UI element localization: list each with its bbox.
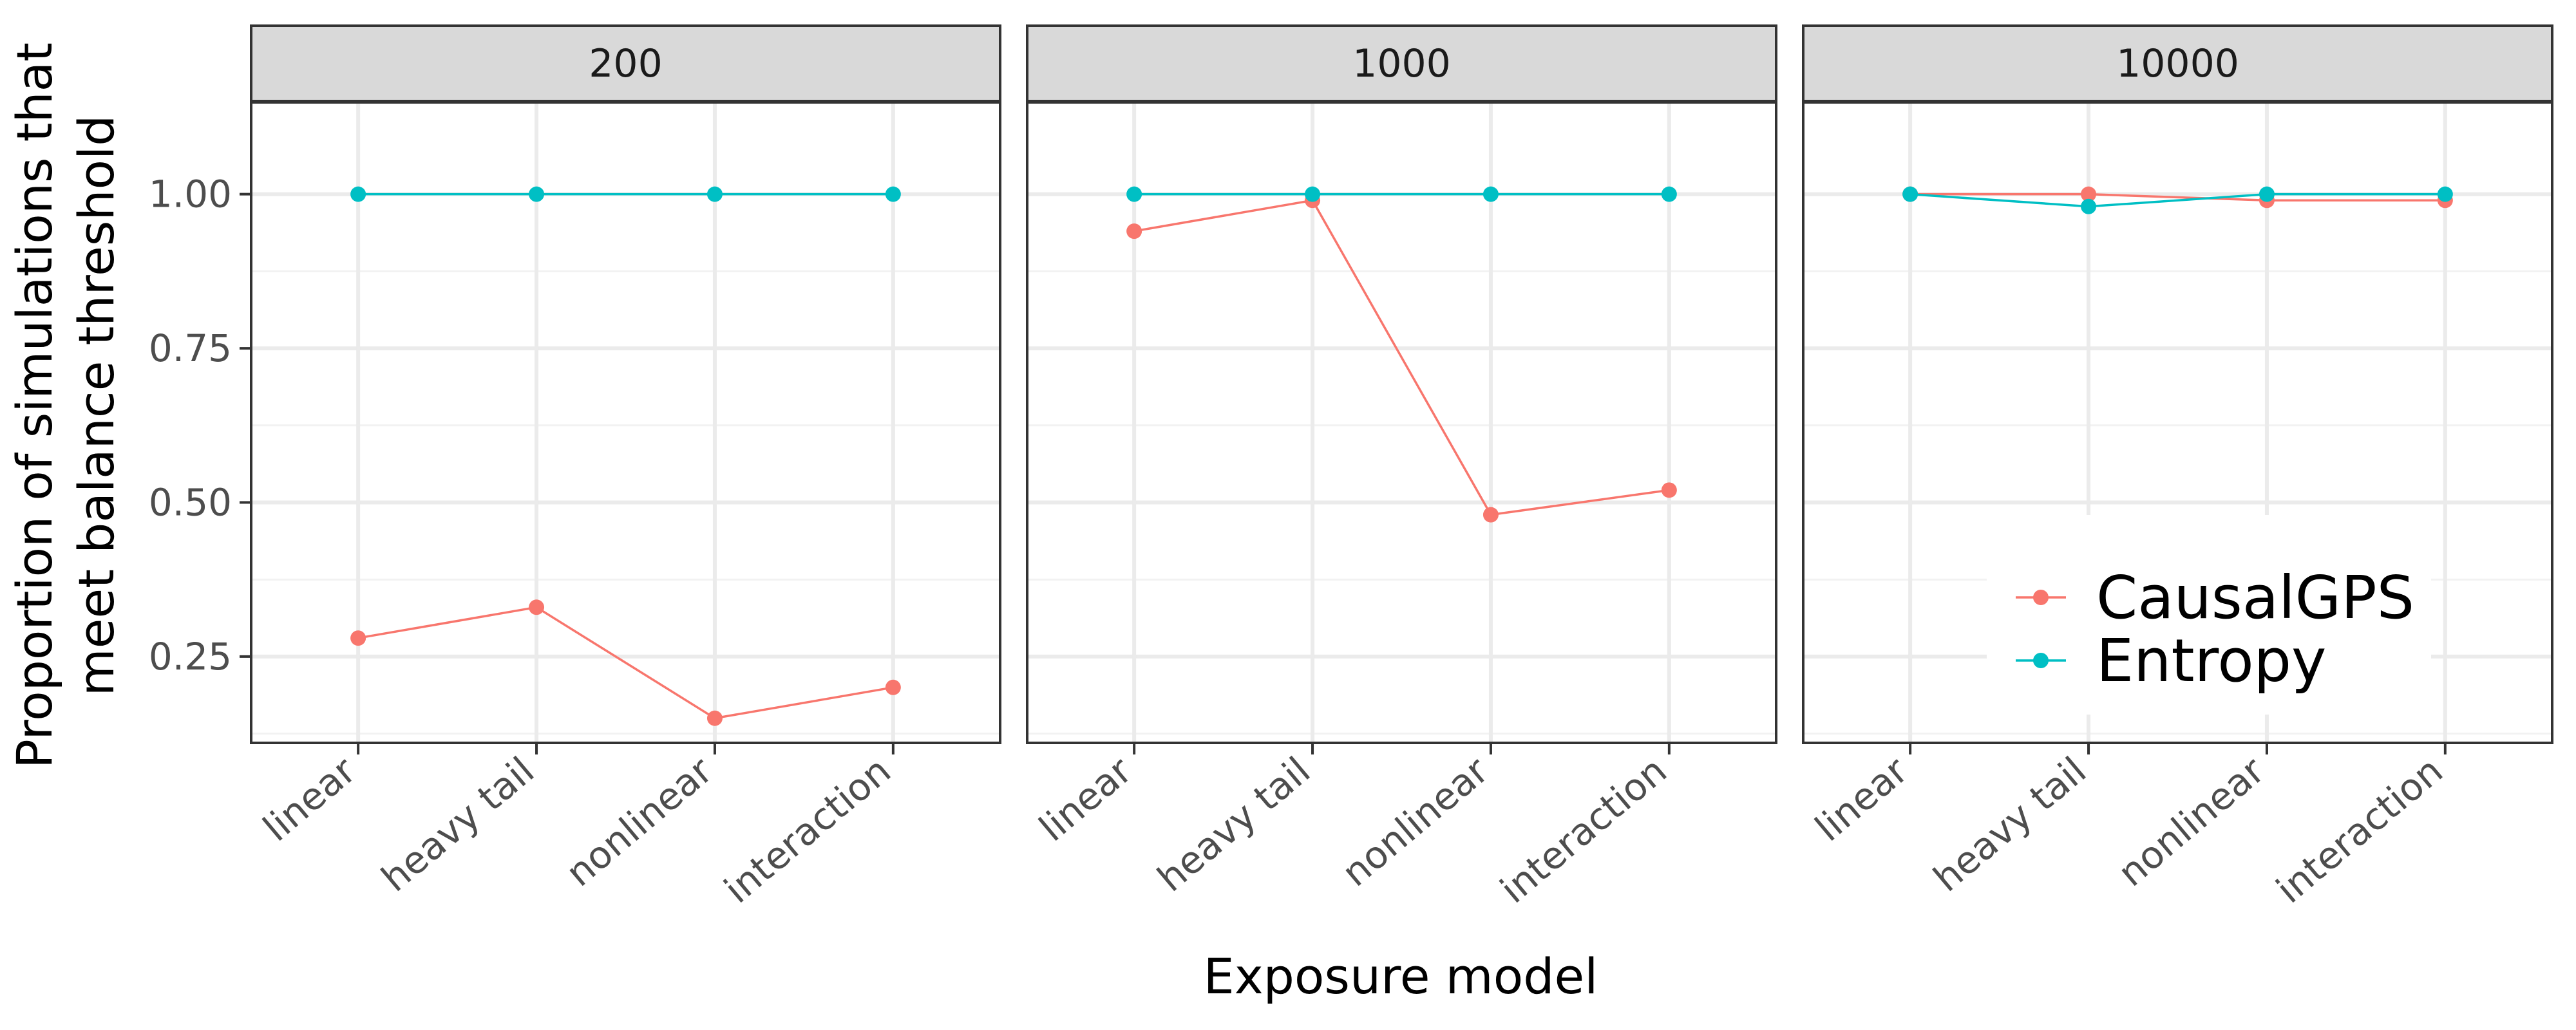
x-tick-label: heavy tail xyxy=(1150,749,1318,901)
data-point xyxy=(529,599,545,615)
x-tick-label: interaction xyxy=(1492,749,1675,912)
x-tick-label: interaction xyxy=(716,749,899,912)
series-line xyxy=(357,606,894,720)
x-tick-label: interaction xyxy=(2268,749,2451,912)
data-point xyxy=(2081,198,2097,214)
y-tick-label: 0.75 xyxy=(149,326,232,370)
legend-key-point xyxy=(2033,590,2049,605)
data-point xyxy=(885,186,901,202)
legend-label: CausalGPS xyxy=(2096,563,2414,632)
facet-strip xyxy=(250,24,1001,103)
facet-panel: 10000 linear heavy tail nonlinearinteractio… xyxy=(1802,24,2553,912)
data-point xyxy=(2437,186,2453,202)
series-line xyxy=(1910,192,2445,201)
x-tick-label: heavy tail xyxy=(374,749,542,901)
x-tick-label: nonlinear xyxy=(1334,749,1497,895)
y-tick-label: 0.50 xyxy=(149,481,232,525)
data-point xyxy=(350,186,366,202)
data-point xyxy=(1661,482,1677,498)
y-tick-label: 1.00 xyxy=(149,173,232,216)
data-point xyxy=(2081,186,2097,202)
data-point xyxy=(1482,186,1499,202)
data-point xyxy=(706,186,723,202)
data-point xyxy=(885,679,901,695)
facet-label: 200 xyxy=(589,41,663,86)
x-tick-label: heavy tail xyxy=(1926,749,2094,901)
panel-border xyxy=(1026,24,1777,744)
series-line xyxy=(1910,192,2445,208)
x-tick-label: nonlinear xyxy=(558,749,721,895)
data-point xyxy=(350,630,366,646)
data-point xyxy=(1305,186,1321,202)
legend-key-point xyxy=(2033,653,2049,668)
data-point xyxy=(529,186,545,202)
x-tick-label: linear xyxy=(1807,749,1917,850)
legend-background xyxy=(1987,515,2431,715)
x-tick-label: nonlinear xyxy=(2110,749,2273,895)
data-point xyxy=(1126,186,1142,202)
y-axis-title-line-2: meet balance threshold xyxy=(68,115,125,697)
facet-label: 1000 xyxy=(1352,41,1451,86)
x-axis-title: Exposure model xyxy=(1204,948,1598,1005)
x-tick-label: linear xyxy=(1031,749,1141,850)
data-point xyxy=(1126,223,1142,239)
facet-strip xyxy=(1802,24,2553,103)
data-point xyxy=(1482,507,1499,523)
data-point xyxy=(1661,186,1677,202)
facet-strip xyxy=(1026,24,1777,103)
data-point xyxy=(706,710,723,726)
facet-label: 10000 xyxy=(2116,41,2239,86)
x-tick-label: linear xyxy=(255,749,365,850)
y-axis-title-line-1: Proportion of simulations that xyxy=(6,42,63,769)
data-point xyxy=(2259,186,2275,202)
legend-label: Entropy xyxy=(2096,626,2326,695)
series-line xyxy=(1133,199,1670,516)
data-point xyxy=(1902,186,1918,202)
y-tick-label: 0.25 xyxy=(149,635,232,679)
